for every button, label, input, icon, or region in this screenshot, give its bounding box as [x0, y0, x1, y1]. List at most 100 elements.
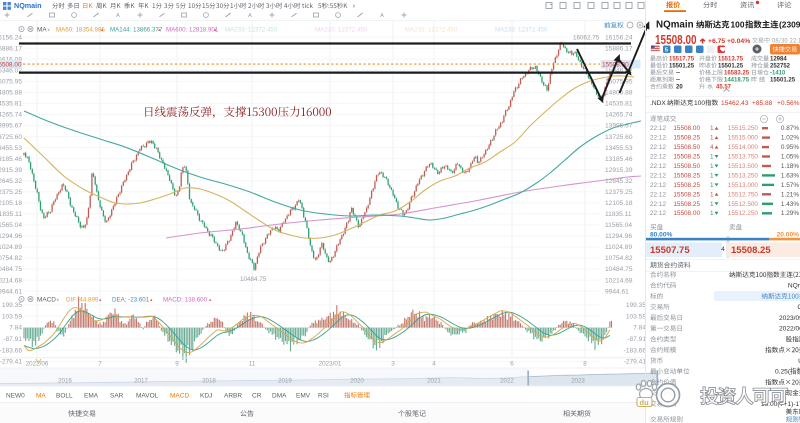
- svg-text:RSI: RSI: [318, 393, 329, 400]
- svg-text:13455.53: 13455.53: [0, 145, 22, 152]
- svg-text:14418.75: 14418.75: [724, 78, 750, 84]
- svg-text:7.84: 7.84: [633, 325, 646, 332]
- svg-text:15508.00: 15508.00: [655, 34, 697, 47]
- svg-text:-183.66: -183.66: [624, 347, 647, 354]
- svg-text:22:12: 22:12: [650, 144, 666, 151]
- svg-text:20: 20: [676, 85, 683, 91]
- svg-text:3: 3: [391, 360, 395, 367]
- svg-text:NQmain: NQmain: [14, 1, 42, 10]
- svg-text:13725.60: 13725.60: [605, 134, 633, 141]
- svg-text:22:12: 22:12: [650, 201, 666, 208]
- svg-text:EMA: EMA: [84, 393, 99, 400]
- svg-text:15508.50: 15508.50: [673, 163, 700, 170]
- svg-text:103.59: 103.59: [2, 313, 23, 320]
- svg-text:10484.75: 10484.75: [0, 266, 22, 273]
- svg-text:MA144: 13866.377: MA144: 13866.377: [110, 26, 163, 33]
- svg-text:15075.95: 15075.95: [605, 79, 633, 86]
- svg-text:MACD: MACD: [37, 296, 56, 303]
- svg-text:15515.250: 15515.250: [728, 125, 759, 132]
- svg-text:4: 4: [721, 246, 725, 253]
- svg-text:.NDX: .NDX: [650, 100, 666, 107]
- svg-text:22:12: 22:12: [650, 172, 666, 179]
- svg-text:MA: MA: [36, 393, 46, 400]
- svg-text:--: --: [676, 71, 680, 77]
- svg-text:-183.66: -183.66: [0, 347, 22, 354]
- svg-text:-279.41: -279.41: [624, 359, 647, 366]
- svg-text:NEW0: NEW0: [6, 393, 25, 400]
- svg-text:16062.75: 16062.75: [573, 34, 600, 41]
- svg-text:15508.00: 15508.00: [0, 62, 22, 69]
- svg-text:-279.41: -279.41: [0, 359, 22, 366]
- svg-text:-87.91: -87.91: [627, 336, 646, 343]
- svg-text:13995.67: 13995.67: [605, 123, 633, 130]
- svg-text:100: 100: [731, 20, 745, 30]
- svg-text:14535.81: 14535.81: [605, 101, 633, 108]
- svg-text:10484.75: 10484.75: [240, 276, 267, 283]
- svg-text:199.35: 199.35: [2, 302, 23, 309]
- svg-text:2018: 2018: [202, 377, 216, 384]
- svg-text:11565.04: 11565.04: [0, 222, 22, 229]
- svg-text:13725.60: 13725.60: [0, 134, 22, 141]
- svg-text:A: A: [380, 13, 384, 19]
- svg-text:1: 1: [710, 154, 714, 161]
- svg-text:100: 100: [694, 100, 705, 107]
- svg-text:MA233: 12372.450: MA233: 12372.450: [225, 26, 278, 33]
- svg-text:11: 11: [249, 360, 256, 367]
- svg-text:+6.75: +6.75: [708, 38, 725, 45]
- svg-text:6: 6: [510, 360, 514, 367]
- svg-text:1: 1: [710, 172, 714, 179]
- svg-text:MACD: 138.600: MACD: 138.600: [163, 296, 208, 303]
- svg-text:15508.00: 15508.00: [673, 210, 700, 217]
- svg-text:16156.24: 16156.24: [605, 34, 633, 41]
- svg-text:15508.25: 15508.25: [673, 172, 700, 179]
- svg-text:A: A: [248, 13, 252, 19]
- svg-text:15508.25: 15508.25: [673, 182, 700, 189]
- svg-text:15501.25: 15501.25: [718, 64, 744, 70]
- svg-text:+0.04%: +0.04%: [727, 38, 750, 45]
- svg-text:2021: 2021: [427, 377, 441, 384]
- svg-text:∨: ∨: [56, 297, 60, 302]
- svg-text:-1410: -1410: [770, 71, 786, 77]
- svg-text:15517.75: 15517.75: [669, 57, 695, 63]
- svg-text:-87.91: -87.91: [3, 336, 22, 343]
- svg-text:15513.000: 15513.000: [728, 182, 759, 189]
- svg-text:MA60: 18354.986: MA60: 18354.986: [56, 26, 105, 33]
- svg-text:9: 9: [175, 360, 179, 367]
- svg-text:15346.02: 15346.02: [0, 68, 22, 75]
- svg-text:1.18%: 1.18%: [781, 163, 799, 170]
- svg-text:20.00%: 20.00%: [777, 232, 800, 239]
- svg-text:7: 7: [98, 360, 102, 367]
- svg-text:EMV: EMV: [296, 393, 311, 400]
- svg-text:1: 1: [710, 210, 714, 217]
- svg-text:1.02%: 1.02%: [781, 135, 799, 142]
- svg-text:DIF: 44.899: DIF: 44.899: [66, 296, 99, 303]
- svg-text:1.21%: 1.21%: [781, 191, 799, 198]
- svg-text:11024.89: 11024.89: [0, 244, 22, 251]
- svg-text:11565.04: 11565.04: [605, 222, 632, 229]
- svg-text:∨: ∨: [352, 4, 356, 10]
- svg-text:+0.56%: +0.56%: [777, 100, 800, 107]
- svg-text:22:12: 22:12: [650, 191, 666, 198]
- svg-text:15508.25: 15508.25: [673, 154, 700, 161]
- svg-text:15507.75: 15507.75: [650, 245, 690, 256]
- svg-text:1: 1: [710, 201, 714, 208]
- svg-text:15501.25: 15501.25: [770, 78, 796, 84]
- svg-text:22:12: 22:12: [650, 154, 666, 161]
- svg-text:14805.88: 14805.88: [0, 90, 22, 97]
- svg-text:4: 4: [710, 144, 714, 151]
- svg-text:15513.75: 15513.75: [718, 57, 744, 63]
- svg-text:15508.00: 15508.00: [673, 125, 700, 132]
- svg-text:15508.50: 15508.50: [673, 144, 700, 151]
- svg-text:1: 1: [710, 163, 714, 170]
- svg-text:DMA: DMA: [272, 393, 287, 400]
- svg-text:22:12: 22:12: [650, 125, 666, 132]
- svg-text:22:12: 22:12: [650, 135, 666, 142]
- svg-text:11294.96: 11294.96: [0, 233, 22, 240]
- svg-text:(2309): (2309): [779, 20, 800, 30]
- svg-text:2022: 2022: [500, 377, 514, 384]
- svg-text:USD: USD: [798, 358, 800, 365]
- svg-text:10214.68: 10214.68: [605, 277, 633, 284]
- svg-text:199.35: 199.35: [626, 302, 647, 309]
- svg-text:0.87%: 0.87%: [781, 125, 799, 132]
- svg-text:14265.74: 14265.74: [605, 112, 633, 119]
